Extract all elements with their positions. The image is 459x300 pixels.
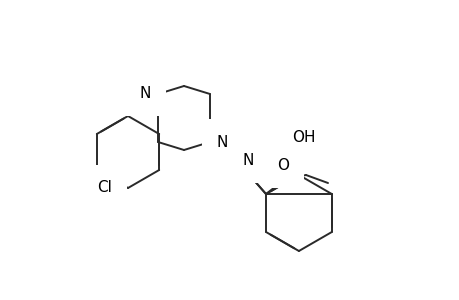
Text: OH: OH [291, 130, 315, 145]
Text: N: N [140, 85, 151, 100]
Text: N: N [242, 152, 254, 167]
Text: O: O [276, 158, 288, 173]
Text: N: N [217, 134, 228, 149]
Text: Cl: Cl [97, 181, 112, 196]
